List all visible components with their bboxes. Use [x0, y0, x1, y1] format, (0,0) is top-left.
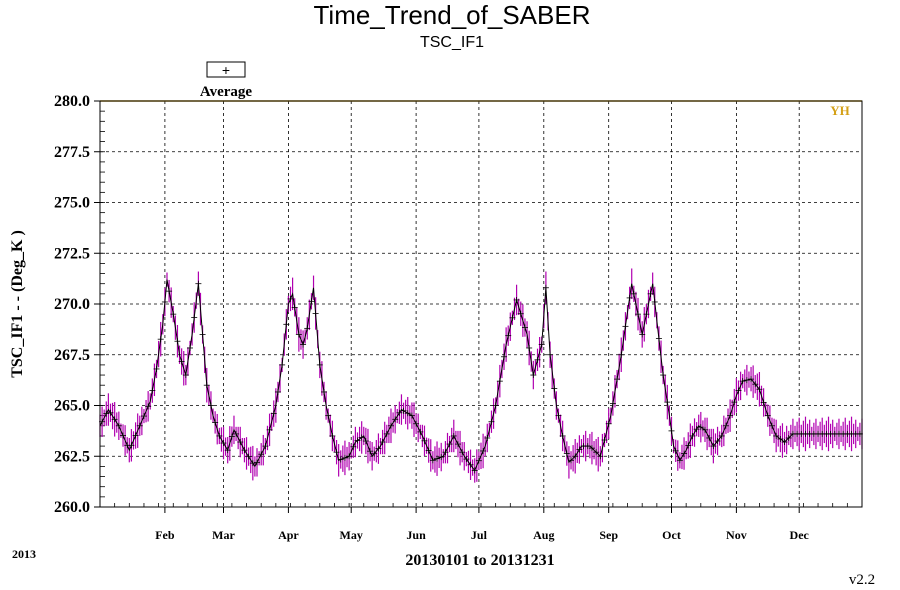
x-tick-label: May: [340, 528, 363, 542]
version-label: v2.2: [849, 572, 875, 588]
legend-symbol: +: [222, 62, 230, 78]
x-tick-label: Mar: [212, 528, 235, 542]
yh-limit-label: YH: [830, 103, 850, 118]
year-label: 2013: [12, 547, 36, 561]
x-tick-label: Oct: [662, 528, 681, 542]
x-tick-label: Sep: [599, 528, 618, 542]
x-axis-label: 20130101 to 20131231: [405, 552, 554, 569]
y-tick-label: 275.0: [54, 195, 90, 212]
x-tick-label: Aug: [533, 528, 554, 542]
series-average-line: [99, 279, 862, 472]
minor-ticks: [100, 100, 848, 508]
x-axis-ticks: Feb Mar Apr May Jun Jul Aug Sep Oct Nov Dec: [155, 507, 810, 542]
legend-label: Average: [200, 84, 253, 100]
chart-subtitle: TSC_IF1: [420, 34, 484, 51]
y-tick-label: 280.0: [54, 93, 90, 110]
x-tick-label: Jul: [471, 528, 488, 542]
series-average-markers: [99, 280, 863, 474]
range-bars: [99, 268, 863, 483]
y-tick-label: 260.0: [54, 499, 90, 516]
x-tick-label: Jun: [406, 528, 426, 542]
chart-title: Time_Trend_of_SABER: [314, 0, 591, 30]
x-tick-label: Nov: [726, 528, 747, 542]
legend-symbol-box: [206, 61, 246, 78]
y-tick-label: 262.5: [54, 448, 90, 465]
y-tick-label: 277.5: [54, 144, 90, 161]
x-tick-label: Feb: [155, 528, 175, 542]
y-axis-ticks: 260.0 262.5 265.0 267.5 270.0 272.5 275.0 277.5…: [54, 93, 100, 516]
y-tick-label: 270.0: [54, 296, 90, 313]
y-tick-label: 267.5: [54, 347, 90, 364]
x-tick-label: Dec: [790, 528, 810, 542]
y-tick-label: 265.0: [54, 398, 90, 415]
x-tick-label: Apr: [278, 528, 299, 542]
y-axis-label: TSC_IF1 - - (Deg_K ): [9, 230, 26, 378]
y-tick-label: 272.5: [54, 245, 90, 262]
legend: + Average: [200, 61, 253, 100]
